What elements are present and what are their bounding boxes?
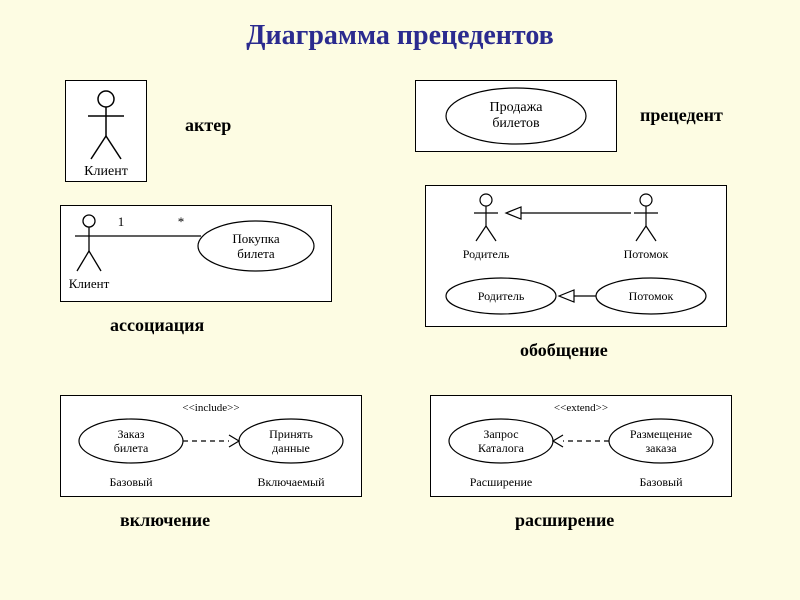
include-role1: Базовый (109, 475, 153, 489)
extend-e1-l1: Запрос (483, 427, 518, 441)
gen-ellipse2: Потомок (629, 289, 674, 303)
panel-generalization: Родитель Потомок Родитель Потомок (425, 185, 727, 327)
caption-generalization: обобщение (520, 340, 608, 361)
panel-extend: <<extend>> Запрос Каталога Размещение за… (430, 395, 732, 497)
caption-precedent: прецедент (640, 105, 723, 126)
precedent-text2: билетов (492, 116, 540, 131)
include-e1-l2: билета (114, 441, 149, 455)
assoc-actor-label: Клиент (69, 276, 110, 291)
gen-actor1: Родитель (463, 247, 510, 261)
gen-ellipse1: Родитель (478, 289, 525, 303)
panel-include: <<include>> Заказ билета Принять данные … (60, 395, 362, 497)
include-e1-l1: Заказ (117, 427, 144, 441)
assoc-mult2: * (178, 214, 185, 229)
include-stereotype: <<include>> (182, 402, 239, 414)
extend-stereotype: <<extend>> (554, 402, 608, 414)
assoc-ellipse-l1: Покупка (232, 231, 280, 246)
extend-e2-l1: Размещение (630, 427, 692, 441)
panel-actor: Клиент (65, 80, 147, 182)
include-e2-l1: Принять (269, 427, 313, 441)
actor-label: Клиент (84, 164, 128, 179)
panel-association: Клиент 1 * Покупка билета (60, 205, 332, 302)
extend-e1-l2: Каталога (478, 441, 525, 455)
caption-include: включение (120, 510, 210, 531)
extend-e2-l2: заказа (645, 441, 677, 455)
include-role2: Включаемый (257, 475, 325, 489)
panel-precedent: Продажа билетов (415, 80, 617, 152)
caption-extend: расширение (515, 510, 614, 531)
caption-association: ассоциация (110, 315, 204, 336)
extend-role2: Базовый (639, 475, 683, 489)
precedent-text1: Продажа (490, 100, 544, 115)
include-e2-l2: данные (272, 441, 310, 455)
extend-role1: Расширение (470, 475, 532, 489)
assoc-mult1: 1 (118, 214, 125, 229)
assoc-ellipse-l2: билета (237, 246, 275, 261)
gen-actor2: Потомок (624, 247, 669, 261)
caption-actor: актер (185, 115, 231, 136)
diagram-title: Диаграмма прецедентов (0, 20, 800, 52)
